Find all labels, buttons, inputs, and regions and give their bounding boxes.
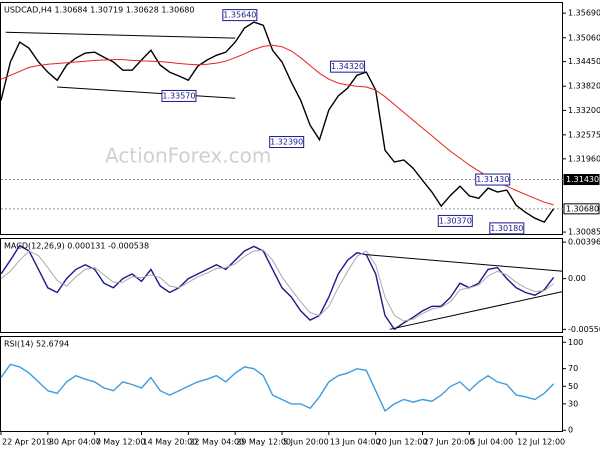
panel-title: MACD(12,26,9) 0.000131 -0.000538 xyxy=(4,242,149,251)
x-tick-label: 30 Apr 04:00 xyxy=(49,438,101,447)
panel-title: RSI(14) 52.6794 xyxy=(4,340,69,349)
x-tick-label: 12 Jul 12:00 xyxy=(517,438,565,447)
series-line xyxy=(0,363,555,412)
price-label-box xyxy=(563,174,600,186)
x-tick-label: 20 Jun 12:00 xyxy=(377,438,428,447)
trendline xyxy=(389,291,564,330)
y-tick-label: 0.003961 xyxy=(568,238,600,247)
price-label: 1.31430 xyxy=(566,175,599,184)
x-tick-label: 14 May 20:00 xyxy=(143,438,198,447)
annotation: 1.31430 xyxy=(476,175,509,184)
y-tick-label: 1.31960 xyxy=(568,154,600,163)
panel-frame xyxy=(0,336,563,432)
trendline xyxy=(5,31,236,39)
y-tick-label: 0.00 xyxy=(568,274,586,283)
x-tick-label: 7 May 12:00 xyxy=(96,438,146,447)
x-tick-label: 5 Jun 20:00 xyxy=(283,438,329,447)
annotation-box xyxy=(161,89,197,102)
panel-frame xyxy=(0,238,563,333)
x-tick-label: 22 Apr 2019 xyxy=(2,438,51,447)
x-tick-label: 13 Jun 04:00 xyxy=(330,438,381,447)
price-label-box xyxy=(563,203,600,215)
y-tick-label: 1.35060 xyxy=(568,33,600,42)
y-tick-label: 1.33200 xyxy=(568,106,600,115)
y-tick-label: 0 xyxy=(568,426,573,435)
y-tick-label: 1.34450 xyxy=(568,57,600,66)
annotation-box xyxy=(269,136,305,149)
y-tick-label: 1.30085 xyxy=(568,228,600,237)
annotation-box xyxy=(475,173,511,186)
y-tick-label: 70 xyxy=(568,364,578,373)
y-tick-label: 30 xyxy=(568,399,578,408)
annotation: 1.35640 xyxy=(223,11,256,20)
annotation-box xyxy=(489,222,525,235)
y-tick-label: 100 xyxy=(568,338,583,347)
series-line xyxy=(0,21,555,223)
annotation-box xyxy=(330,60,366,73)
annotation: 1.30370 xyxy=(439,216,472,225)
y-tick-label: -0.005503 xyxy=(568,325,600,334)
trendline xyxy=(57,86,236,99)
annotation-box xyxy=(437,214,473,227)
panel-title: USDCAD,H4 1.30684 1.30719 1.30628 1.3068… xyxy=(4,6,194,15)
series-line xyxy=(0,44,554,206)
panel-frame xyxy=(0,2,563,235)
y-tick-label: 1.33820 xyxy=(568,82,600,91)
series-line xyxy=(0,244,555,331)
price-label: 1.30680 xyxy=(566,204,599,213)
y-tick-label: 50 xyxy=(568,382,578,391)
watermark: ActionForex.com xyxy=(105,144,271,168)
y-tick-label: 1.32575 xyxy=(568,130,600,139)
annotation: 1.34320 xyxy=(331,62,364,71)
annotation: 1.32390 xyxy=(270,138,303,147)
x-tick-label: 5 Jul 04:00 xyxy=(470,438,513,447)
x-tick-label: 29 May 12:00 xyxy=(236,438,291,447)
y-tick-label: 1.35690 xyxy=(568,9,600,18)
trendline xyxy=(366,254,564,272)
annotation: 1.33570 xyxy=(162,91,195,100)
annotation-box xyxy=(222,9,258,22)
series-line xyxy=(0,249,554,322)
x-tick-label: 27 Jun 20:00 xyxy=(424,438,475,447)
annotation: 1.30180 xyxy=(490,224,523,233)
x-tick-label: 22 May 04:00 xyxy=(189,438,244,447)
